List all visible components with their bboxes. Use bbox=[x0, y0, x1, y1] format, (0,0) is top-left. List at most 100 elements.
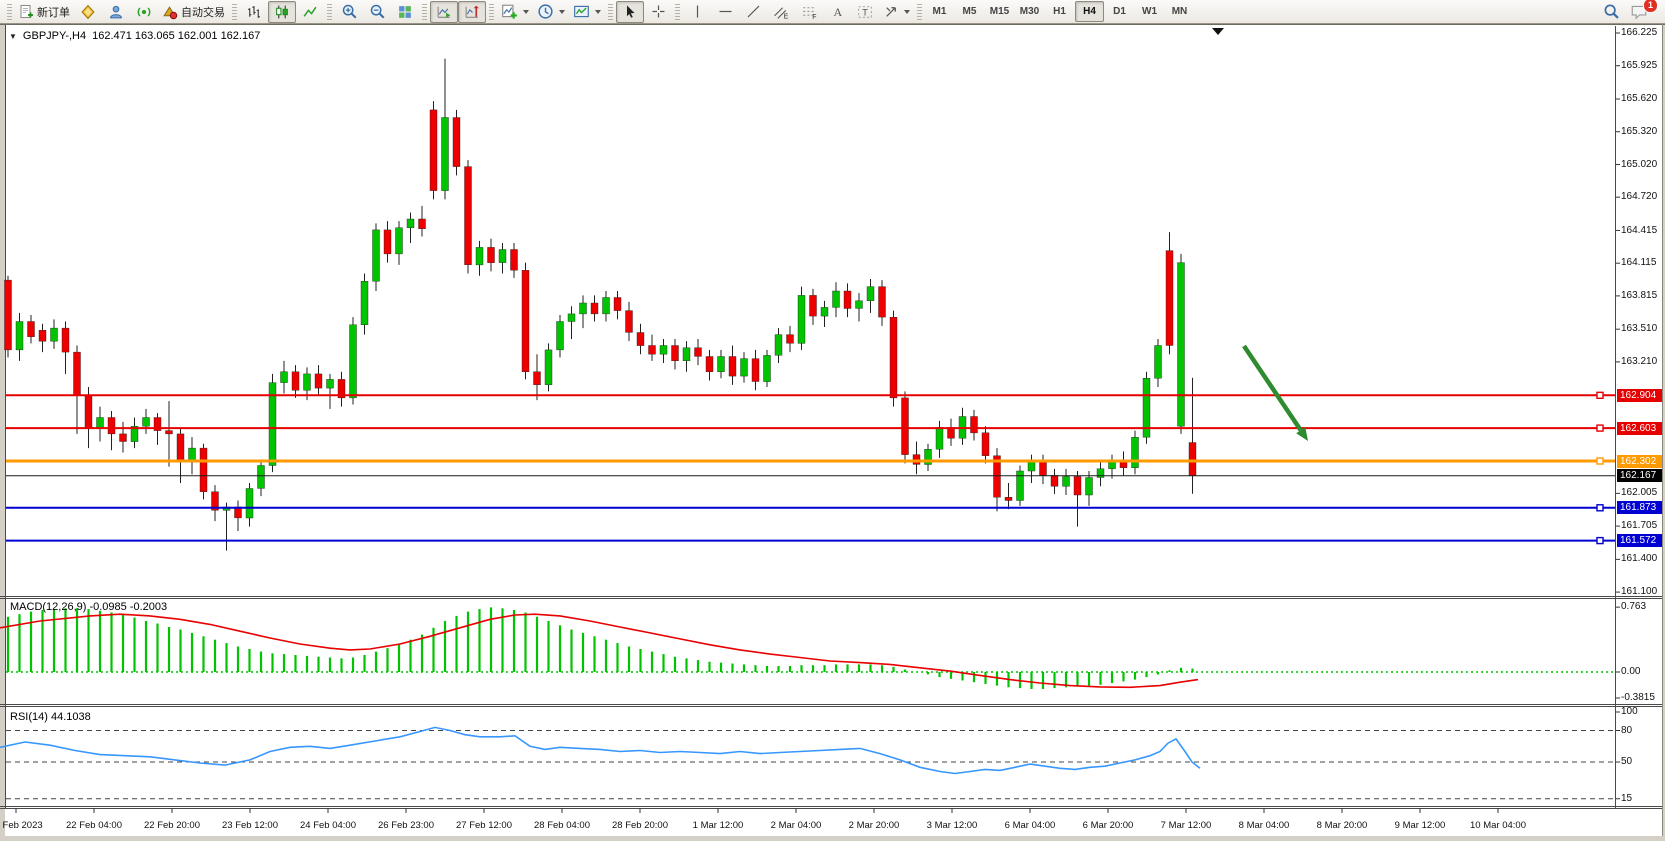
dropdown-caret bbox=[904, 9, 910, 14]
zoom-out-icon bbox=[369, 3, 386, 20]
timeframe-W1[interactable]: W1 bbox=[1142, 6, 1157, 17]
autotrading-icon bbox=[162, 4, 178, 20]
chart-window-title[interactable]: ▼ GBPJPY-,H4 162.471 163.065 162.001 162… bbox=[9, 30, 260, 42]
time-axis-label: 6 Mar 20:00 bbox=[1082, 820, 1134, 831]
arrows-icon bbox=[883, 4, 899, 20]
templates-button[interactable] bbox=[569, 1, 605, 23]
fibonacci-button[interactable]: F bbox=[795, 1, 823, 23]
line-chart-button[interactable] bbox=[296, 1, 324, 23]
data-window-button[interactable] bbox=[102, 1, 130, 23]
horizontal-line-162.603[interactable] bbox=[6, 424, 1615, 432]
autotrading-label: 自动交易 bbox=[181, 6, 225, 19]
time-axis-label: 23 Feb 12:00 bbox=[222, 820, 278, 831]
timeframe-M1[interactable]: M1 bbox=[932, 6, 947, 17]
new-order-button[interactable]: 新订单 bbox=[15, 1, 74, 23]
timeframe-H4[interactable]: H4 bbox=[1075, 1, 1104, 22]
price-axis-tag: 162.302 bbox=[1617, 454, 1662, 468]
svg-text:A: A bbox=[833, 5, 842, 19]
chat-button[interactable]: 1 bbox=[1625, 0, 1658, 23]
autotrading-button[interactable]: 自动交易 bbox=[158, 1, 229, 23]
svg-text:T: T bbox=[862, 7, 868, 18]
crosshair-button[interactable] bbox=[644, 1, 672, 23]
vertical-line-button[interactable] bbox=[683, 1, 711, 23]
zoom-out-button[interactable] bbox=[363, 1, 391, 23]
indicators-button[interactable] bbox=[497, 1, 533, 23]
text-label-button[interactable]: T bbox=[851, 1, 879, 23]
svg-text:F: F bbox=[812, 13, 816, 19]
macd-axis-label: -0.3815 bbox=[1621, 692, 1655, 703]
horizontal-line-161.572[interactable] bbox=[6, 536, 1615, 545]
chart-ohlc-values: 162.471 163.065 162.001 162.167 bbox=[92, 30, 261, 42]
timeframe-D1[interactable]: D1 bbox=[1113, 6, 1126, 17]
candlestick-chart-button[interactable] bbox=[268, 0, 296, 23]
time-axis-label: 22 Feb 04:00 bbox=[66, 820, 122, 831]
time-axis-label: 9 Mar 12:00 bbox=[1394, 820, 1446, 831]
time-axis-label: 26 Feb 23:00 bbox=[378, 820, 434, 831]
toolbar-grip[interactable] bbox=[917, 3, 922, 20]
price-axis-tick-label: 165.620 bbox=[1621, 93, 1658, 104]
toolbar-grip[interactable] bbox=[422, 3, 427, 20]
toolbar-grip[interactable] bbox=[232, 3, 237, 20]
time-axis-label: 21 Feb 2023 bbox=[0, 820, 43, 831]
chart-shift-button[interactable] bbox=[458, 0, 486, 23]
time-axis-label: 3 Mar 12:00 bbox=[926, 820, 978, 831]
time-axis-label: 2 Mar 04:00 bbox=[770, 820, 822, 831]
horizontal-line-button[interactable] bbox=[711, 1, 739, 23]
price-axis-tick-label: 164.720 bbox=[1621, 191, 1658, 203]
bar-chart-button[interactable] bbox=[240, 1, 268, 23]
timeframe-MN[interactable]: MN bbox=[1171, 6, 1188, 17]
zoom-in-button[interactable] bbox=[335, 1, 363, 23]
periods-button[interactable] bbox=[533, 1, 569, 23]
toolbar-grip[interactable] bbox=[675, 3, 680, 20]
bar-chart-icon bbox=[246, 4, 262, 20]
horizontal-line-161.873[interactable] bbox=[6, 504, 1615, 512]
new-order-icon bbox=[19, 4, 34, 19]
text-button[interactable]: A bbox=[823, 1, 851, 23]
time-axis-label: 7 Mar 12:00 bbox=[1160, 820, 1212, 831]
time-axis-label: 6 Mar 04:00 bbox=[1004, 820, 1056, 831]
timeframe-H1[interactable]: H1 bbox=[1053, 6, 1066, 17]
timeframe-M5[interactable]: M5 bbox=[962, 6, 977, 17]
dropdown-caret bbox=[595, 9, 601, 14]
price-axis-tick-label: 164.415 bbox=[1621, 224, 1658, 236]
price-axis-tick-label: 161.400 bbox=[1621, 553, 1658, 565]
timeframe-M15[interactable]: M15 bbox=[989, 6, 1010, 17]
trend-arrow-object[interactable] bbox=[1242, 344, 1308, 441]
time-axis-label: 1 Mar 12:00 bbox=[692, 820, 744, 831]
periods-icon bbox=[537, 3, 554, 20]
macd-axis-label: 0.00 bbox=[1621, 666, 1641, 677]
price-axis-tick-label: 164.115 bbox=[1621, 257, 1657, 269]
tile-windows-button[interactable] bbox=[391, 1, 419, 23]
toolbar-grip[interactable] bbox=[327, 3, 332, 20]
dropdown-caret bbox=[523, 9, 529, 14]
equidistant-channel-button[interactable]: E bbox=[767, 1, 795, 23]
vertical-line-icon bbox=[690, 4, 705, 19]
time-axis-label: 10 Mar 04:00 bbox=[1470, 820, 1526, 831]
indicators-icon bbox=[501, 3, 518, 20]
chart-shift-marker[interactable] bbox=[1212, 28, 1224, 35]
expand-collapse-icon[interactable]: ▼ bbox=[9, 31, 17, 41]
horizontal-line-icon bbox=[718, 4, 733, 19]
toolbar-grip[interactable] bbox=[608, 3, 613, 20]
text-label-icon: T bbox=[857, 4, 873, 20]
time-axis-label: 2 Mar 20:00 bbox=[848, 820, 900, 831]
auto-scroll-button[interactable] bbox=[430, 0, 458, 23]
timeframe-group: M1 M5 M15 M30 H1 H4 D1 W1 MN bbox=[925, 1, 1194, 22]
horizontal-line-162.904[interactable] bbox=[6, 391, 1615, 399]
price-axis-tag: 162.603 bbox=[1617, 421, 1662, 435]
price-axis-tag: 162.167 bbox=[1617, 469, 1662, 483]
signals-button[interactable] bbox=[130, 1, 158, 23]
timeframe-M30[interactable]: M30 bbox=[1019, 6, 1040, 17]
toolbar-grip[interactable] bbox=[489, 3, 494, 20]
market-watch-button[interactable] bbox=[74, 1, 102, 23]
search-button[interactable] bbox=[1597, 1, 1625, 23]
horizontal-line-162.302[interactable] bbox=[6, 457, 1615, 465]
trendline-button[interactable] bbox=[739, 1, 767, 23]
arrows-button[interactable] bbox=[879, 1, 914, 23]
rsi-axis-label: 80 bbox=[1621, 724, 1633, 736]
toolbar-grip[interactable] bbox=[7, 3, 12, 20]
dropdown-caret bbox=[559, 9, 565, 14]
price-axis-tick-label: 165.925 bbox=[1621, 59, 1658, 71]
cursor-button[interactable] bbox=[616, 0, 644, 23]
